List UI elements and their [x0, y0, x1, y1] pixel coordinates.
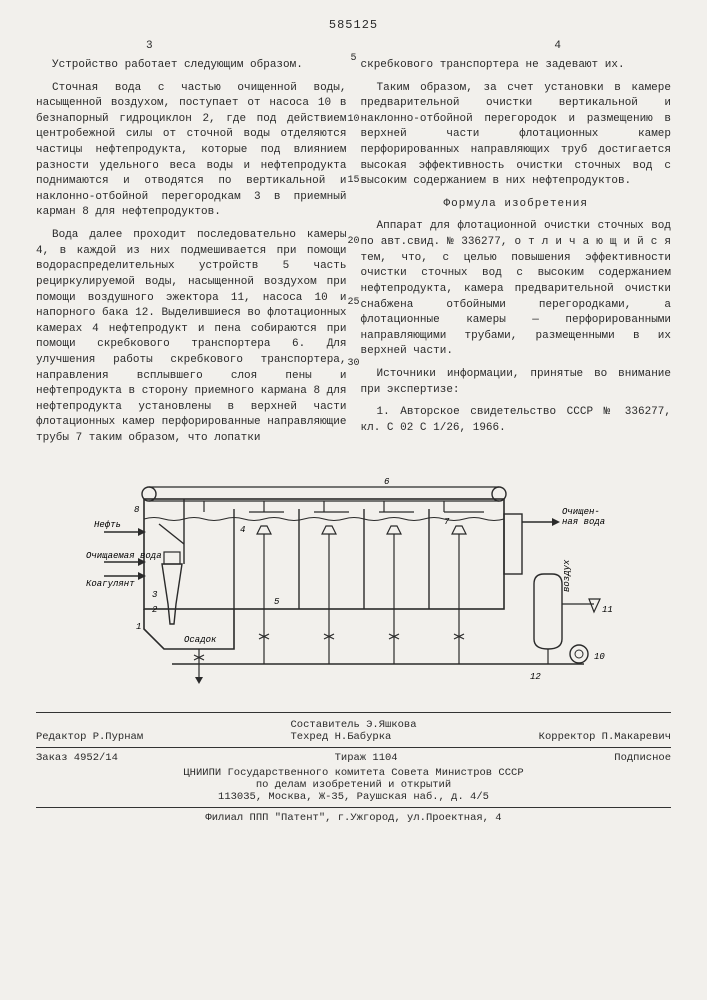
ref-12: 12 [530, 672, 541, 682]
line-number-markers: 5 10 15 20 25 30 [346, 54, 362, 420]
ref-7: 7 [444, 517, 450, 527]
label-sediment: Осадок [184, 635, 217, 645]
formula-title: Формула изобретения [361, 197, 672, 213]
footer-addr: 113035, Москва, Ж-35, Раушская наб., д. … [36, 791, 671, 803]
ref-11: 11 [602, 605, 613, 615]
footer-block: Составитель Э.Яшкова Редактор Р.Пурнам Т… [36, 712, 671, 824]
label-raw-water: Очищаемая вода [86, 551, 162, 561]
label-clean-water-1: Очищен- [562, 507, 600, 517]
label-oil: Нефть [94, 520, 121, 530]
ref-3: 3 [152, 590, 158, 600]
footer-org1: ЦНИИПИ Государственного комитета Совета … [36, 767, 671, 779]
label-coagulant: Коагулянт [86, 579, 135, 589]
page-number-left: 3 [146, 40, 153, 52]
ref-10: 10 [594, 652, 605, 662]
ref-2: 2 [152, 605, 158, 615]
document-number: 585125 [36, 18, 671, 32]
right-column: скребкового транспортера не задевают их.… [361, 58, 672, 454]
footer-compiler: Составитель Э.Яшкова [36, 719, 671, 731]
footer-branch: Филиал ППП "Патент", г.Ужгород, ул.Проек… [36, 812, 671, 824]
right-p4: Источники информации, принятые во вниман… [361, 367, 672, 398]
ref-5: 5 [274, 597, 280, 607]
footer-editor: Редактор Р.Пурнам [36, 731, 143, 743]
footer-tirage: Тираж 1104 [335, 752, 398, 764]
right-p2: Таким образом, за счет установки в камер… [361, 81, 672, 190]
right-p3: Аппарат для флотационной очистки сточных… [361, 219, 672, 359]
left-column: Устройство работает следующим образом. С… [36, 58, 347, 454]
left-p3: Вода далее проходит последовательно каме… [36, 228, 347, 447]
left-p1: Устройство работает следующим образом. [36, 58, 347, 74]
footer-tech: Техред Н.Бабурка [290, 731, 391, 743]
label-clean-water-2: ная вода [562, 517, 605, 527]
label-air: воздух [562, 559, 572, 592]
ref-1: 1 [136, 622, 141, 632]
left-p2: Сточная вода с частью очищенной воды, на… [36, 81, 347, 221]
footer-signed: Подписное [614, 752, 671, 764]
footer-corrector: Корректор П.Макаревич [539, 731, 671, 743]
ref-8: 8 [134, 505, 140, 515]
page-number-right: 4 [554, 40, 561, 52]
right-p1: скребкового транспортера не задевают их. [361, 58, 672, 74]
footer-org2: по делам изобретений и открытий [36, 779, 671, 791]
footer-order: Заказ 4952/14 [36, 752, 118, 764]
right-p5: 1. Авторское свидетельство СССР № 336277… [361, 405, 672, 436]
apparatus-diagram: 8 3 2 1 4 5 6 7 10 11 12 Нефть Очищаемая… [84, 464, 624, 704]
ref-6: 6 [384, 477, 390, 487]
ref-4: 4 [240, 525, 245, 535]
